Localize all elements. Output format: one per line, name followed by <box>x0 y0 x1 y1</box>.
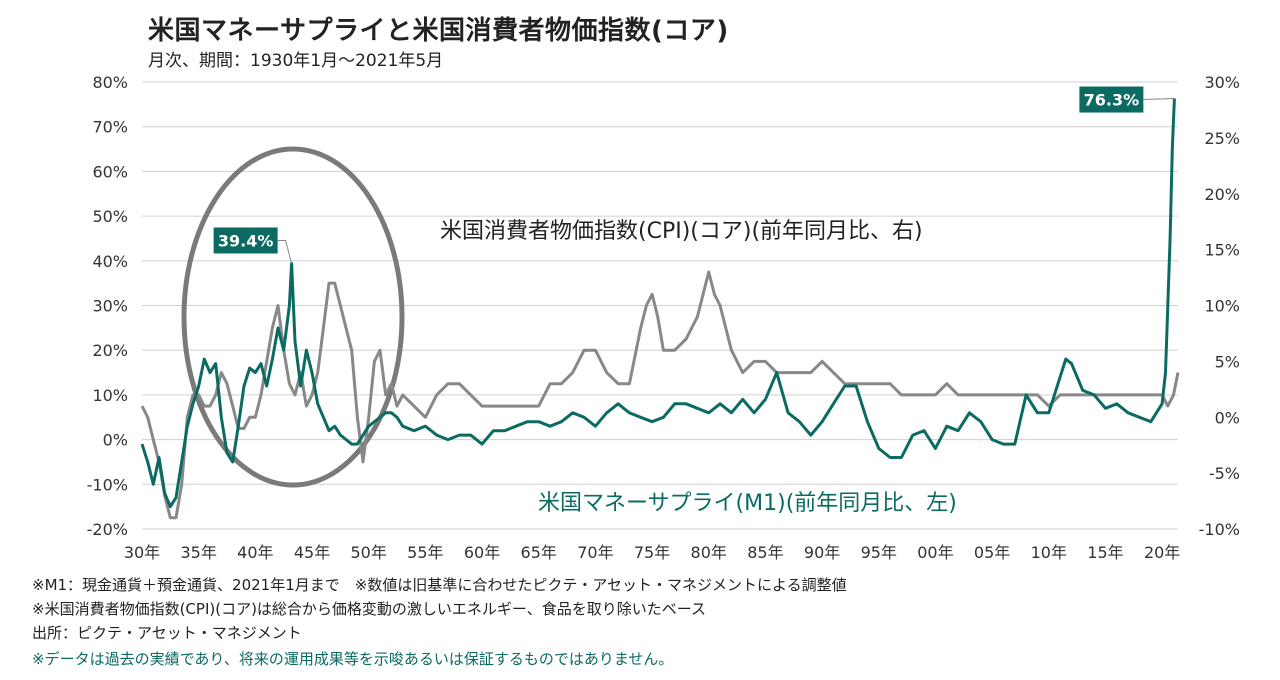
series-lines <box>140 98 1180 520</box>
footnote-2: ※米国消費者物価指数(CPI)(コア)は総合から価格変動の激しいエネルギー、食品… <box>32 600 707 618</box>
y-left-tick-label: 0% <box>103 431 128 450</box>
y-right-tick-label: 0% <box>1215 408 1240 427</box>
annotation-label: 39.4% <box>218 231 274 250</box>
annotation-box <box>1079 86 1144 113</box>
x-tick-label: 45年 <box>294 543 330 562</box>
y-left-tick-label: 50% <box>92 207 128 226</box>
y-left-tick-label: 30% <box>92 297 128 316</box>
x-tick-label: 55年 <box>407 543 443 562</box>
x-tick-label: 00年 <box>917 543 953 562</box>
annotation-label: 76.3% <box>1084 91 1140 110</box>
y-left-tick-label: -10% <box>87 475 128 494</box>
y-right-tick-label: 5% <box>1215 352 1240 371</box>
x-tick-label: 40年 <box>237 543 273 562</box>
y-right-tick-label: 10% <box>1204 297 1240 316</box>
x-axis: 30年 35年 40年 45年 50年 55年 60年 65年 70年 75年 80年 85年 90年 9… <box>124 543 1181 562</box>
x-tick-label: 95年 <box>861 543 897 562</box>
footnote-1: ※M1：現金通貨＋預金通貨、2021年1月まで ※数値は旧基準に合わせたピクテ・… <box>32 576 847 594</box>
y-right-tick-label: 20% <box>1204 185 1240 204</box>
y-left-tick-label: 60% <box>92 162 128 181</box>
x-tick-label: 10年 <box>1031 543 1067 562</box>
disclaimer: ※データは過去の実績であり、将来の運用成果等を示唆あるいは保証するものではありま… <box>32 650 674 668</box>
y-right-tick-label: -10% <box>1199 520 1240 539</box>
series-labels: 米国消費者物価指数(CPI)(コア)(前年同月比、右) 米国マネーサプライ(M1… <box>440 219 957 516</box>
x-tick-label: 75年 <box>634 543 670 562</box>
annotation-leader <box>277 239 293 264</box>
y-right-tick-label: -5% <box>1209 464 1240 483</box>
x-tick-label: 15年 <box>1087 543 1123 562</box>
y-left-tick-label: 70% <box>92 118 128 137</box>
x-tick-label: 65年 <box>521 543 557 562</box>
y-left-tick-label: -20% <box>87 520 128 539</box>
x-tick-label: 90年 <box>804 543 840 562</box>
series-line-cpi <box>140 270 1180 520</box>
y-left-tick-label: 10% <box>92 386 128 405</box>
x-tick-label: 05年 <box>974 543 1010 562</box>
annotation-box <box>213 227 278 254</box>
x-tick-label: 80年 <box>691 543 727 562</box>
x-tick-label: 50年 <box>351 543 387 562</box>
y-left-tick-label: 20% <box>92 341 128 360</box>
y-axis-right: 30% 25% 20% 15% 10% 5% 0% -5% -10% <box>1199 73 1240 539</box>
y-axis-left: 80% 70% 60% 50% 40% 30% 20% 10% 0% -10% -20% <box>87 73 128 539</box>
x-tick-label: 60年 <box>464 543 500 562</box>
x-tick-label: 20年 <box>1144 543 1180 562</box>
footnote-3: 出所：ピクテ・アセット・マネジメント <box>32 624 302 642</box>
highlight-circle <box>181 146 405 488</box>
y-right-tick-label: 15% <box>1204 241 1240 260</box>
x-tick-label: 70年 <box>577 543 613 562</box>
x-tick-label: 85年 <box>747 543 783 562</box>
y-right-tick-label: 30% <box>1204 73 1240 92</box>
x-tick-label: 30年 <box>124 543 160 562</box>
y-left-tick-label: 40% <box>92 252 128 271</box>
legend-m1: 米国マネーサプライ(M1)(前年同月比、左) <box>538 491 957 516</box>
annotations: 39.4% 76.3% <box>213 86 1175 264</box>
annotation-leader <box>1143 98 1175 101</box>
y-right-tick-label: 25% <box>1204 129 1240 148</box>
x-tick-label: 35年 <box>180 543 216 562</box>
chart-subtitle: 月次、期間：1930年1月～2021年5月 <box>148 51 444 71</box>
legend-cpi: 米国消費者物価指数(CPI)(コア)(前年同月比、右) <box>440 219 923 244</box>
chart-title: 米国マネーサプライと米国消費者物価指数(コア) <box>148 16 729 46</box>
series-line-m1 <box>140 98 1176 509</box>
y-left-tick-label: 80% <box>92 73 128 92</box>
